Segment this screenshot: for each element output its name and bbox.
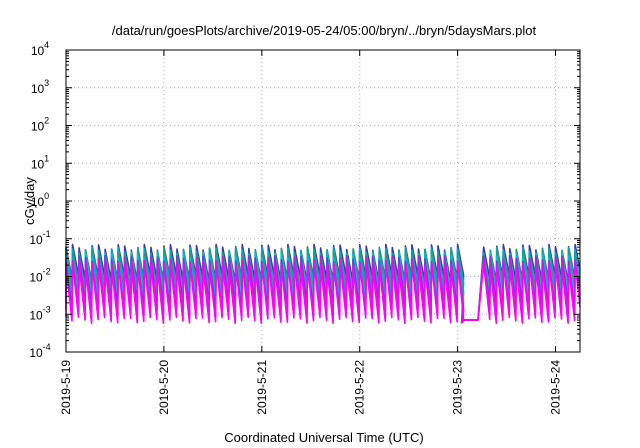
y-tick-exponent: 1 [44,153,49,163]
y-tick-label: 102 [31,116,49,134]
x-axis-label: Coordinated Universal Time (UTC) [224,430,423,445]
y-tick-exponent: 3 [44,78,49,88]
x-tick-label: 2019-5-23 [451,360,465,415]
y-tick-base: 10 [31,195,45,209]
x-axis: 2019-5-19 2019-5-20 2019-5-21 2019-5-22 2019… [59,50,563,415]
y-tick-exponent: 0 [44,191,49,201]
series-line [65,248,581,324]
y-tick-base: 10 [29,346,43,360]
y-tick-label: 10-3 [29,304,50,322]
y-tick-exponent: 4 [44,40,49,50]
x-tick-label: 2019-5-24 [549,360,563,415]
series-line [65,261,581,325]
y-tick-label: 10-2 [29,267,50,285]
y-tick-exponent: -1 [43,229,51,239]
y-tick-base: 10 [29,233,43,247]
y-tick-label: 100 [31,191,49,209]
y-tick-exponent: -2 [43,267,51,277]
y-tick-exponent: 2 [44,116,49,126]
y-tick-base: 10 [31,120,45,134]
y-tick-base: 10 [29,308,43,322]
y-tick-label: 104 [31,40,49,58]
x-tick-label: 2019-5-22 [353,360,367,415]
y-tick-label: 101 [31,153,49,171]
y-tick-base: 10 [31,157,45,171]
series-layer [65,243,581,325]
x-tick-label: 2019-5-21 [255,360,269,415]
y-tick-label: 10-4 [29,342,50,360]
y-tick-base: 10 [31,82,45,96]
y-tick-base: 10 [29,271,43,285]
y-tick-base: 10 [31,44,45,58]
chart-title: /data/run/goesPlots/archive/2019-05-24/0… [112,23,537,38]
y-axis-label: cGy/day [22,177,37,225]
x-tick-label: 2019-5-19 [59,360,73,415]
y-tick-label: 10-1 [29,229,50,247]
y-tick-exponent: -4 [43,342,51,352]
x-tick-label: 2019-5-20 [157,360,171,415]
y-tick-exponent: -3 [43,304,51,314]
y-tick-label: 103 [31,78,49,96]
